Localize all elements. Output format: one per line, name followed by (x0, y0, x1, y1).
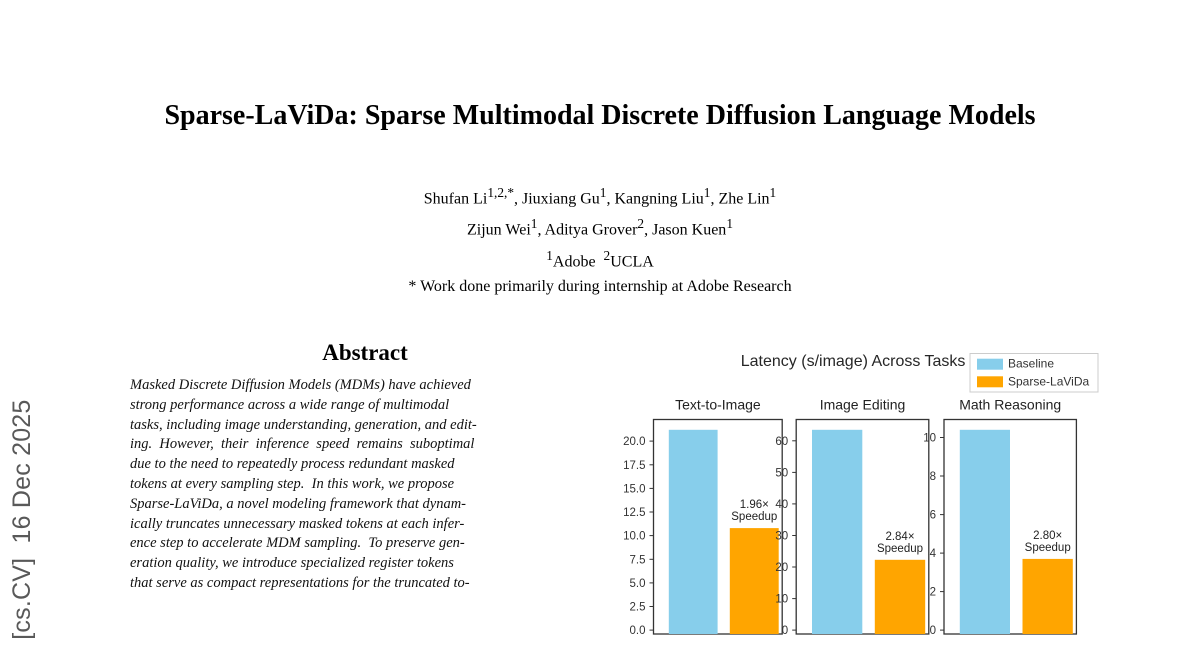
svg-text:15.0: 15.0 (623, 483, 645, 495)
svg-text:5.0: 5.0 (630, 578, 646, 590)
svg-text:60: 60 (775, 436, 788, 448)
svg-text:1.96×: 1.96× (740, 499, 769, 511)
svg-text:2.80×: 2.80× (1033, 530, 1062, 542)
svg-text:Latency (s/image) Across Tasks: Latency (s/image) Across Tasks (741, 353, 966, 370)
svg-text:Speedup: Speedup (877, 543, 923, 555)
svg-text:Speedup: Speedup (731, 511, 777, 523)
svg-text:10: 10 (775, 594, 788, 606)
svg-text:8: 8 (930, 471, 936, 483)
svg-text:0: 0 (782, 625, 788, 637)
svg-text:4: 4 (930, 548, 937, 560)
svg-text:Image Editing: Image Editing (820, 397, 906, 413)
svg-text:Baseline: Baseline (1008, 357, 1054, 371)
svg-text:20: 20 (775, 562, 788, 574)
svg-text:Text-to-Image: Text-to-Image (675, 397, 761, 413)
svg-text:20.0: 20.0 (623, 436, 645, 448)
svg-text:0: 0 (930, 625, 936, 637)
svg-text:6: 6 (930, 510, 936, 522)
svg-text:2: 2 (930, 587, 936, 599)
svg-text:50: 50 (775, 467, 788, 479)
svg-text:Math Reasoning: Math Reasoning (959, 397, 1061, 413)
svg-text:2.5: 2.5 (630, 602, 646, 614)
svg-text:Sparse-LaViDa: Sparse-LaViDa (1008, 374, 1089, 388)
svg-text:7.5: 7.5 (630, 554, 646, 566)
svg-text:10.0: 10.0 (623, 531, 645, 543)
svg-text:Speedup: Speedup (1025, 542, 1071, 554)
svg-text:40: 40 (775, 499, 788, 511)
svg-text:10: 10 (923, 433, 936, 445)
svg-text:30: 30 (775, 531, 788, 543)
svg-text:0.0: 0.0 (630, 625, 646, 637)
svg-text:2.84×: 2.84× (885, 531, 914, 543)
svg-text:12.5: 12.5 (623, 507, 645, 519)
svg-text:17.5: 17.5 (623, 460, 645, 472)
